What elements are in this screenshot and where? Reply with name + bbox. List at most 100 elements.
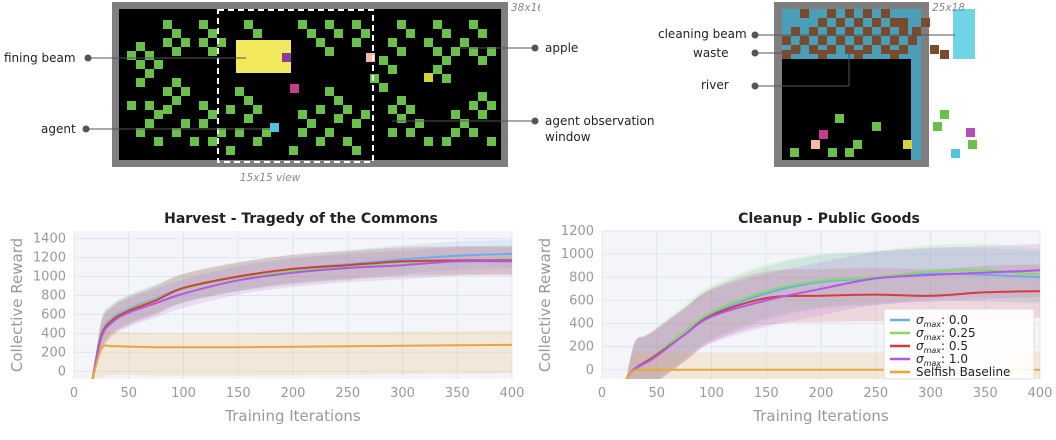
apple-cell <box>253 29 262 38</box>
y-axis-label: Collective Reward <box>8 238 26 372</box>
apple-cell <box>397 47 406 56</box>
harvest-agent-purple <box>282 53 291 62</box>
waste-cell <box>863 45 872 54</box>
waste-cell <box>921 18 930 27</box>
x-tick-label: 350 <box>973 386 998 401</box>
waste-cell <box>818 36 827 45</box>
apple-cell <box>298 128 307 137</box>
waste-cell <box>782 36 791 45</box>
waste-cell <box>827 9 836 18</box>
apple-cell <box>442 29 451 38</box>
x-tick-label: 150 <box>754 386 779 401</box>
apple-cell <box>388 38 397 47</box>
harvest-annotations-right: apple agent observation window <box>545 41 654 144</box>
legend-label: σmax: 0.5 <box>916 339 968 355</box>
apple-cell <box>208 29 217 38</box>
apple-cell <box>244 96 253 105</box>
apple-cell <box>199 119 208 128</box>
apple-cell <box>253 105 262 114</box>
waste-cell <box>845 9 854 18</box>
y-tick-label: 0 <box>58 364 66 379</box>
apple-cell <box>172 47 181 56</box>
apple-cell <box>343 137 352 146</box>
apple-cell <box>136 78 145 87</box>
waste-cell <box>791 45 800 54</box>
apple-cell <box>343 105 352 114</box>
waste-cell <box>890 50 899 59</box>
cleanup-apple-cells <box>790 110 977 157</box>
cleanup-agent-yellow <box>903 140 912 149</box>
cleanup-cleaning-beam <box>953 9 975 59</box>
apple-cell <box>487 137 496 146</box>
cleanup-river-stream <box>911 59 921 160</box>
waste-cell <box>809 27 818 36</box>
apple-cell <box>845 148 854 157</box>
annotation-observation-window <box>392 117 539 125</box>
apple-cell <box>379 83 388 92</box>
x-tick-label: 300 <box>390 386 415 401</box>
apple-cell <box>226 105 235 114</box>
apple-cell <box>208 110 217 119</box>
apple-cell <box>433 20 442 29</box>
apple-cell <box>415 119 424 128</box>
waste-cell <box>836 18 845 27</box>
apple-cell <box>334 29 343 38</box>
waste-cell <box>899 27 908 36</box>
annotation-river <box>751 52 850 90</box>
y-tick-label: 0 <box>586 363 594 378</box>
apple-cell <box>487 101 496 110</box>
x-tick-label: 400 <box>500 386 525 401</box>
apple-cell <box>145 119 154 128</box>
apple-cell <box>352 119 361 128</box>
confidence-band <box>626 264 1040 379</box>
apple-cell <box>163 105 172 114</box>
apple-cell <box>406 29 415 38</box>
x-tick-label: 400 <box>1028 386 1053 401</box>
waste-cell <box>782 50 791 59</box>
apple-cell <box>163 87 172 96</box>
apple-cell <box>361 29 370 38</box>
apple-cell <box>172 96 181 105</box>
apple-cell <box>208 137 217 146</box>
river-label: river <box>701 78 729 92</box>
apple-cell <box>460 38 469 47</box>
harvest-apple-cells <box>127 20 496 155</box>
apple-cell <box>442 74 451 83</box>
x-tick-label: 100 <box>699 386 724 401</box>
apple-cell <box>163 20 172 29</box>
apple-cell <box>352 20 361 29</box>
apple-cell <box>406 105 415 114</box>
apple-cell <box>163 38 172 47</box>
waste-cell <box>881 27 890 36</box>
waste-cell <box>818 50 827 59</box>
apple-cell <box>316 38 325 47</box>
apple-cell <box>388 65 397 74</box>
waste-cell <box>872 36 881 45</box>
waste-cell <box>827 45 836 54</box>
apple-cell <box>469 101 478 110</box>
apple-cell <box>478 56 487 65</box>
cleanup-waste-cells <box>782 9 949 59</box>
apple-cell <box>226 146 235 155</box>
apple-cell <box>244 20 253 29</box>
apple-cell <box>154 137 163 146</box>
x-tick-label: 300 <box>918 386 943 401</box>
cleanup-agent-cyan <box>951 149 960 158</box>
chart-title: Harvest - Tragedy of the Commons <box>164 211 438 227</box>
apple-cell <box>478 110 487 119</box>
apple-cell <box>244 114 253 123</box>
apple-cell <box>235 87 244 96</box>
waste-cell <box>863 9 872 18</box>
apple-label: apple <box>545 41 578 55</box>
y-tick-label: 1400 <box>33 232 66 247</box>
apple-cell <box>172 128 181 137</box>
waste-label: waste <box>693 46 729 60</box>
waste-cell <box>872 18 881 27</box>
waste-cell <box>854 50 863 59</box>
apple-cell <box>451 110 460 119</box>
cleanup-size-label: 25x18 <box>932 2 965 14</box>
cleaning-beam-label: cleaning beam <box>658 27 747 41</box>
apple-cell <box>790 148 799 157</box>
apple-cell <box>388 105 397 114</box>
